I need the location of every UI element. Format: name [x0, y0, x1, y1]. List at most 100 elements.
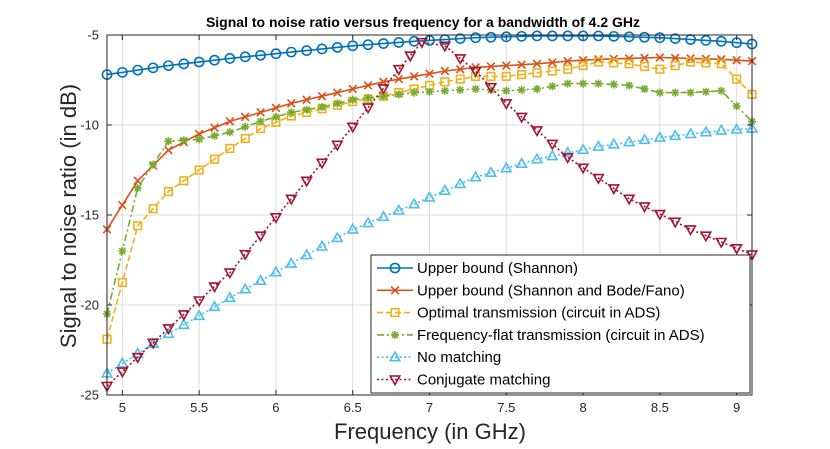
series-6-point	[454, 54, 467, 66]
series-1-point	[485, 31, 497, 43]
series-5-point	[192, 309, 206, 321]
series-4-point	[318, 103, 326, 111]
series-5-point	[638, 133, 651, 145]
series-3	[102, 57, 757, 344]
series-6-point	[377, 84, 390, 96]
series-3-point	[685, 57, 696, 67]
series-6-point	[331, 140, 344, 152]
legend-entry-label: Optimal transmission (circuit in ADS)	[417, 305, 660, 322]
series-6-point	[638, 202, 651, 214]
series-6-point	[300, 176, 313, 188]
legend-swatch-marker	[390, 285, 400, 295]
series-6-point	[684, 225, 697, 237]
series-3-point	[639, 61, 650, 72]
series-6-point	[669, 217, 682, 229]
series-2-point	[394, 74, 404, 84]
series-5-point	[269, 265, 283, 277]
series-6-point	[530, 126, 544, 138]
series-1-point	[116, 66, 128, 78]
series-2-point	[547, 58, 557, 67]
series-1-point	[255, 49, 266, 61]
series-4-point	[225, 128, 234, 137]
legend-box	[370, 254, 751, 394]
legend-swatch-marker	[389, 262, 401, 274]
x-axis-label: Frequency (in GHz)	[334, 419, 526, 444]
series-2-point	[455, 64, 465, 74]
series-4-point	[271, 112, 280, 121]
series-5-point	[254, 274, 267, 285]
series-1-point	[193, 56, 205, 68]
series-6-point	[576, 163, 590, 175]
series-3-point	[209, 154, 220, 164]
series-6-point	[315, 158, 329, 170]
series-5-point	[653, 130, 667, 142]
series-1-point	[546, 30, 558, 42]
series-3-point	[163, 187, 174, 197]
y-tick-label: -20	[80, 298, 99, 313]
series-6-point	[223, 268, 237, 280]
series-4-point	[471, 85, 480, 93]
series-5-point	[699, 125, 713, 137]
series-4-point	[241, 122, 250, 131]
series-6-point	[162, 324, 175, 336]
y-axis-label: Signal to noise ratio (in dB)	[56, 84, 81, 348]
series-1-point	[132, 64, 144, 76]
series-6-point	[561, 153, 574, 165]
series-1-point	[224, 53, 236, 64]
series-2-point	[363, 81, 373, 90]
series-3-point	[670, 60, 680, 71]
series-4-point	[195, 135, 204, 144]
series-3-point	[455, 74, 465, 84]
series-1-point	[301, 45, 313, 56]
series-5-point	[715, 123, 728, 135]
series-6-point	[438, 41, 452, 53]
series-4-point	[594, 79, 603, 88]
series-2-point	[517, 60, 527, 70]
series-1-point	[516, 30, 528, 42]
series-1-point	[562, 30, 574, 42]
series-4	[103, 79, 756, 318]
x-tick-label: 6.5	[344, 400, 362, 415]
series-6-line	[106, 41, 753, 387]
series-4-point	[179, 136, 188, 145]
series-4-point	[149, 160, 158, 169]
series-5-point	[315, 239, 329, 251]
series-1-point	[531, 30, 543, 42]
series-4-point	[410, 88, 419, 97]
y-tick-label: -5	[87, 28, 99, 43]
series-1-point	[454, 33, 466, 44]
series-3-point	[194, 165, 204, 175]
series-4-point	[364, 94, 373, 102]
series-3-point	[532, 68, 542, 78]
series-4-point	[517, 85, 526, 94]
series-6-point	[653, 209, 667, 221]
series-1-point	[608, 30, 620, 42]
series-1-point	[362, 39, 374, 51]
series-5-point	[377, 210, 390, 222]
series-5-point	[208, 300, 221, 312]
series-6-point	[415, 37, 428, 49]
series-3-point	[225, 143, 235, 154]
series-layer	[100, 30, 759, 393]
series-6-point	[285, 194, 298, 206]
series-5-point	[546, 149, 559, 161]
series-6-point	[592, 173, 605, 185]
legend-entry-label: No matching	[417, 349, 501, 366]
series-4-point	[579, 79, 588, 88]
series-4-point	[548, 82, 557, 91]
series-2-point	[240, 112, 250, 122]
series-6-point	[239, 249, 252, 261]
series-4-point	[425, 87, 434, 96]
series-4-point	[732, 102, 741, 111]
legend-swatch-marker	[388, 350, 402, 362]
series-3-point	[624, 59, 634, 69]
series-4-point	[655, 88, 664, 97]
series-4-point	[394, 90, 403, 99]
series-4-point	[379, 92, 388, 101]
series-5-point	[576, 143, 590, 155]
series-4-point	[671, 88, 680, 97]
legend-entry-label: Upper bound (Shannon)	[417, 260, 578, 277]
series-4-point	[302, 105, 311, 114]
series-6-point	[208, 282, 221, 294]
